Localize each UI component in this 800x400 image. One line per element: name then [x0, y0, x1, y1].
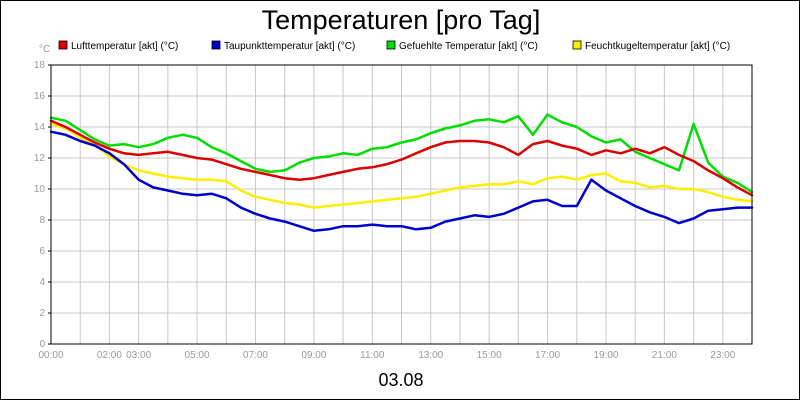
- x-tick-label: 21:00: [652, 350, 677, 361]
- y-tick-label: 16: [34, 91, 46, 102]
- x-tick-label: 13:00: [418, 350, 443, 361]
- y-axis-ticks: 0 2 4 6 8 10 12 14 16 18: [34, 60, 51, 350]
- legend-item: Lufttemperatur [akt] (°C): [58, 40, 178, 52]
- y-tick-label: 18: [34, 60, 46, 71]
- y-tick-label: 8: [39, 215, 45, 226]
- y-tick-label: 6: [39, 246, 45, 257]
- legend: Lufttemperatur [akt] (°C) Taupunkttempera…: [58, 40, 730, 52]
- legend-swatch: [58, 40, 68, 50]
- x-axis-ticks: 00:00 02:00 03:00 05:00 07:00 09:00 11:00 13:00…: [38, 350, 735, 361]
- x-tick-label: 17:00: [535, 350, 560, 361]
- legend-swatch: [572, 40, 582, 50]
- x-tick-label: 03:00: [126, 350, 151, 361]
- y-tick-label: 4: [39, 277, 45, 288]
- grid: [51, 65, 752, 344]
- x-tick-label: 15:00: [477, 350, 502, 361]
- plot-border: [50, 64, 753, 345]
- legend-label: Taupunkttemperatur [akt] (°C): [224, 41, 355, 52]
- y-tick-label: 14: [34, 122, 46, 133]
- legend-label: Lufttemperatur [akt] (°C): [71, 41, 178, 52]
- legend-label: Feuchtkugeltemperatur [akt] (°C): [585, 41, 730, 52]
- legend-swatch: [211, 40, 221, 50]
- x-tick-label: 09:00: [301, 350, 326, 361]
- series-line-1: [49, 119, 754, 197]
- series-line-2: [49, 130, 754, 233]
- y-tick-label: 0: [39, 339, 45, 350]
- x-tick-label: 07:00: [243, 350, 268, 361]
- legend-item: Feuchtkugeltemperatur [akt] (°C): [572, 40, 730, 52]
- x-tick-label: 02:00: [97, 350, 122, 361]
- x-tick-label: 23:00: [710, 350, 735, 361]
- legend-item: Gefuehlte Temperatur [akt] (°C): [386, 40, 538, 52]
- y-tick-label: 12: [34, 153, 46, 164]
- x-tick-label: 11:00: [360, 350, 385, 361]
- x-tick-label: 19:00: [593, 350, 618, 361]
- y-tick-label: 2: [39, 308, 45, 319]
- legend-item: Taupunkttemperatur [akt] (°C): [211, 40, 355, 52]
- y-tick-label: 10: [34, 184, 46, 195]
- x-tick-label: 05:00: [185, 350, 210, 361]
- x-tick-label: 00:00: [38, 350, 63, 361]
- y-axis-unit: °C: [39, 44, 50, 55]
- date-label: 03.08: [378, 370, 423, 390]
- series-line-3: [49, 113, 754, 194]
- legend-swatch: [386, 40, 396, 50]
- chart-title: Temperaturen [pro Tag]: [262, 5, 541, 35]
- legend-label: Gefuehlte Temperatur [akt] (°C): [399, 41, 538, 52]
- series-line-4: [49, 122, 754, 209]
- series-layer: [49, 113, 754, 233]
